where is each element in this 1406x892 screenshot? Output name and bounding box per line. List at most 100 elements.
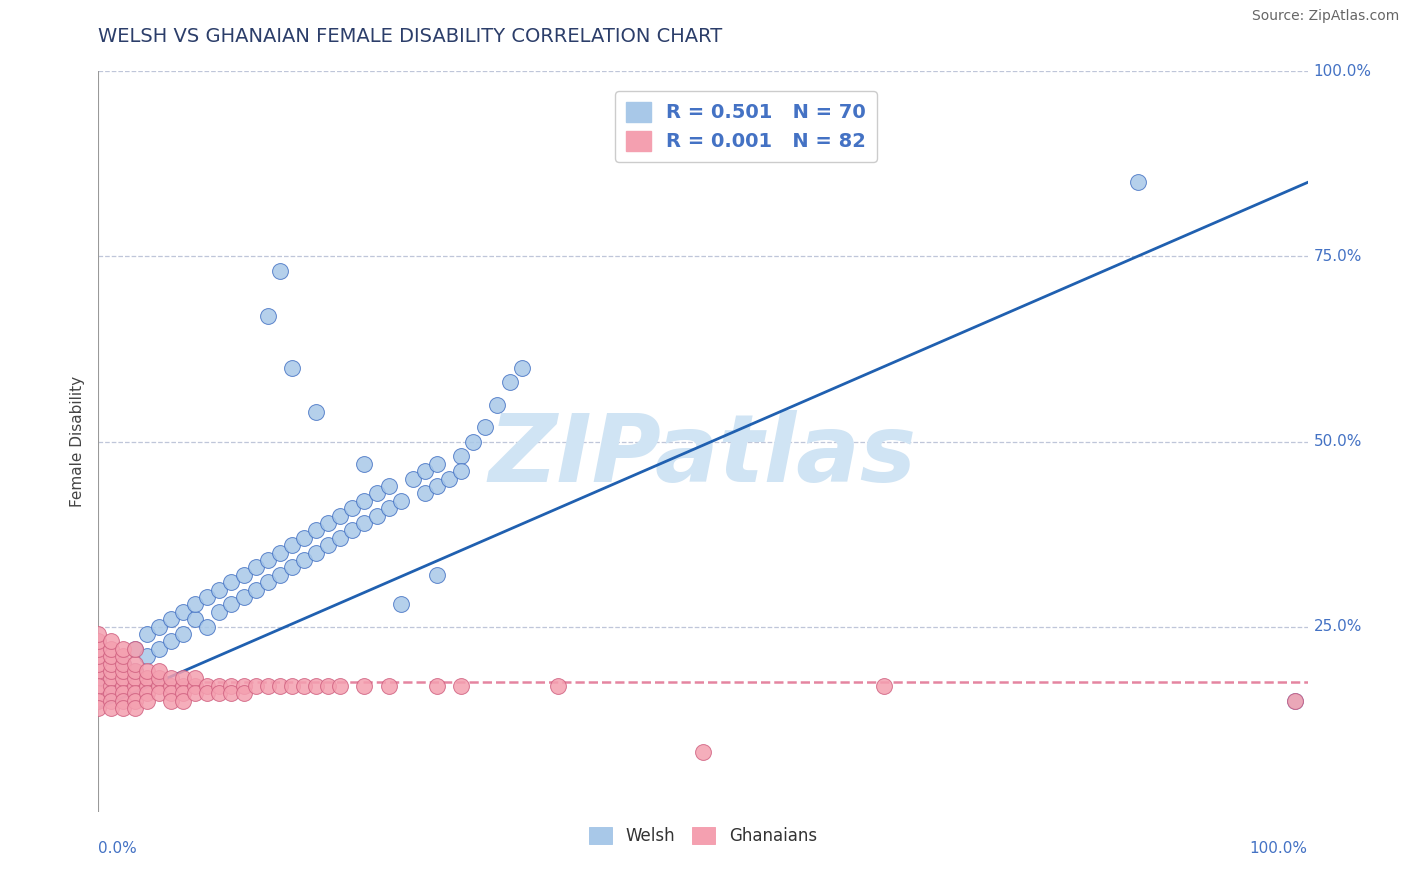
Point [256, 553, 278, 567]
Point [342, 524, 364, 538]
Point [389, 493, 412, 508]
Point [329, 508, 352, 523]
Point [160, 612, 183, 626]
Text: 75.0%: 75.0% [1313, 249, 1362, 264]
Point [316, 538, 339, 552]
Point [160, 694, 183, 708]
Point [342, 501, 364, 516]
Point [232, 567, 254, 582]
Point [87, 641, 110, 656]
Point [269, 567, 291, 582]
Point [124, 694, 146, 708]
Point [160, 634, 183, 648]
Point [305, 405, 328, 419]
Point [148, 679, 170, 693]
Point [135, 649, 157, 664]
Point [172, 605, 194, 619]
Point [221, 598, 243, 612]
Point [135, 679, 157, 693]
Point [366, 486, 388, 500]
Point [316, 679, 339, 693]
Point [111, 657, 134, 671]
Legend: R = 0.501   N = 70, R = 0.001   N = 82: R = 0.501 N = 70, R = 0.001 N = 82 [616, 92, 876, 162]
Point [450, 464, 472, 478]
Point [87, 672, 110, 686]
Point [111, 649, 134, 664]
Point [135, 664, 157, 678]
Point [111, 657, 134, 671]
Point [245, 582, 267, 597]
Point [160, 686, 183, 700]
Point [111, 641, 134, 656]
Point [1284, 694, 1306, 708]
Point [100, 672, 122, 686]
Point [160, 679, 183, 693]
Point [111, 679, 134, 693]
Point [221, 575, 243, 590]
Point [1128, 175, 1150, 190]
Point [269, 264, 291, 278]
Y-axis label: Female Disability: Female Disability [69, 376, 84, 508]
Point [124, 664, 146, 678]
Point [208, 679, 231, 693]
Point [316, 516, 339, 530]
Point [377, 501, 399, 516]
Point [232, 679, 254, 693]
Point [184, 612, 207, 626]
Text: ZIPatlas: ZIPatlas [489, 410, 917, 502]
Point [148, 641, 170, 656]
Text: 0.0%: 0.0% [98, 841, 138, 856]
Point [305, 546, 328, 560]
Point [692, 746, 714, 760]
Text: 25.0%: 25.0% [1313, 619, 1362, 634]
Point [329, 679, 352, 693]
Point [281, 538, 304, 552]
Point [426, 479, 449, 493]
Point [281, 679, 304, 693]
Point [100, 686, 122, 700]
Point [353, 457, 375, 471]
Point [232, 686, 254, 700]
Point [413, 464, 436, 478]
Text: WELSH VS GHANAIAN FEMALE DISABILITY CORRELATION CHART: WELSH VS GHANAIAN FEMALE DISABILITY CORR… [98, 27, 723, 45]
Point [87, 686, 110, 700]
Point [124, 701, 146, 715]
Point [87, 634, 110, 648]
Point [100, 641, 122, 656]
Point [256, 575, 278, 590]
Point [100, 679, 122, 693]
Point [1284, 694, 1306, 708]
Point [353, 679, 375, 693]
Point [135, 686, 157, 700]
Point [124, 679, 146, 693]
Point [510, 360, 533, 375]
Point [100, 657, 122, 671]
Point [87, 701, 110, 715]
Point [124, 657, 146, 671]
Point [305, 679, 328, 693]
Point [402, 471, 425, 485]
Point [353, 516, 375, 530]
Text: 100.0%: 100.0% [1250, 841, 1308, 856]
Text: 50.0%: 50.0% [1313, 434, 1362, 449]
Point [426, 567, 449, 582]
Point [184, 679, 207, 693]
Point [148, 672, 170, 686]
Point [221, 686, 243, 700]
Point [160, 672, 183, 686]
Point [426, 457, 449, 471]
Point [87, 657, 110, 671]
Point [148, 686, 170, 700]
Point [195, 679, 218, 693]
Point [184, 598, 207, 612]
Point [135, 694, 157, 708]
Point [100, 694, 122, 708]
Point [353, 493, 375, 508]
Point [111, 686, 134, 700]
Point [463, 434, 485, 449]
Point [111, 694, 134, 708]
Point [87, 679, 110, 693]
Point [281, 560, 304, 574]
Point [111, 672, 134, 686]
Point [124, 664, 146, 678]
